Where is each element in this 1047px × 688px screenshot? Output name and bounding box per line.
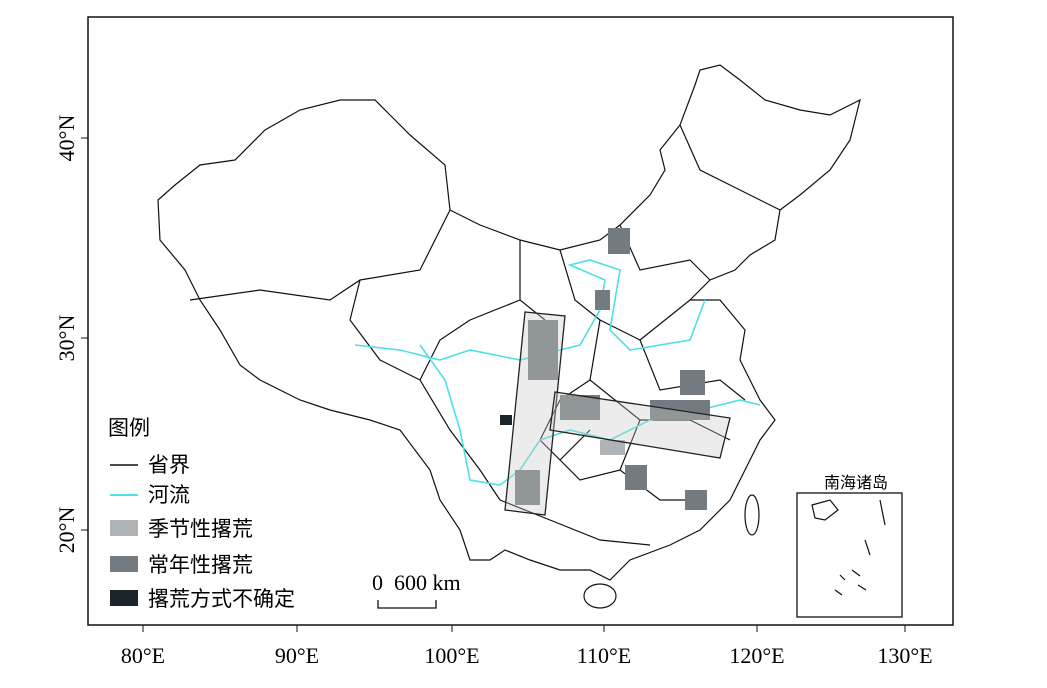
- patch: [500, 415, 512, 425]
- x-tick-label: 110°E: [577, 643, 631, 668]
- x-axis: [142, 625, 906, 632]
- legend-title: 图例: [108, 416, 150, 440]
- legend-label: 常年性撂荒: [148, 553, 253, 577]
- x-tick-label: 100°E: [424, 643, 479, 668]
- patch: [685, 490, 707, 510]
- y-tick-label: 40°N: [54, 115, 79, 162]
- legend: 图例 省界 河流 季节性撂荒 常年性撂荒 撂荒方式不确定: [108, 416, 295, 611]
- x-tick-label: 130°E: [877, 643, 932, 668]
- transect: [549, 391, 731, 459]
- hainan: [583, 583, 617, 609]
- patch: [515, 470, 540, 505]
- patch: [560, 395, 600, 420]
- x-tick-label: 120°E: [729, 643, 784, 668]
- inset-title: 南海诸岛: [824, 473, 888, 492]
- country-outline: [157, 64, 861, 581]
- legend-swatch: [110, 520, 138, 536]
- legend-label: 季节性撂荒: [148, 517, 253, 541]
- patch: [595, 290, 610, 310]
- legend-label: 河流: [148, 483, 190, 507]
- x-tick-label: 80°E: [121, 643, 165, 668]
- inset-islands: [811, 499, 886, 596]
- y-tick-label: 30°N: [54, 315, 79, 362]
- map-frame: [87, 16, 954, 626]
- transect: [504, 311, 566, 516]
- inset-frame: [796, 492, 903, 618]
- patch: [528, 320, 558, 380]
- patch: [608, 228, 630, 254]
- patch: [680, 370, 705, 395]
- scale-bar: [377, 600, 437, 609]
- x-tick-label: 90°E: [275, 643, 319, 668]
- patch: [625, 465, 647, 490]
- legend-label: 省界: [148, 453, 190, 477]
- legend-swatch: [110, 590, 138, 606]
- legend-label: 撂荒方式不确定: [148, 587, 295, 611]
- taiwan: [744, 494, 760, 536]
- y-tick-label: 20°N: [54, 507, 79, 554]
- y-axis: [81, 137, 88, 531]
- legend-swatch: [110, 556, 138, 572]
- patch: [600, 440, 625, 455]
- scale-label: 0 600 km: [372, 570, 461, 595]
